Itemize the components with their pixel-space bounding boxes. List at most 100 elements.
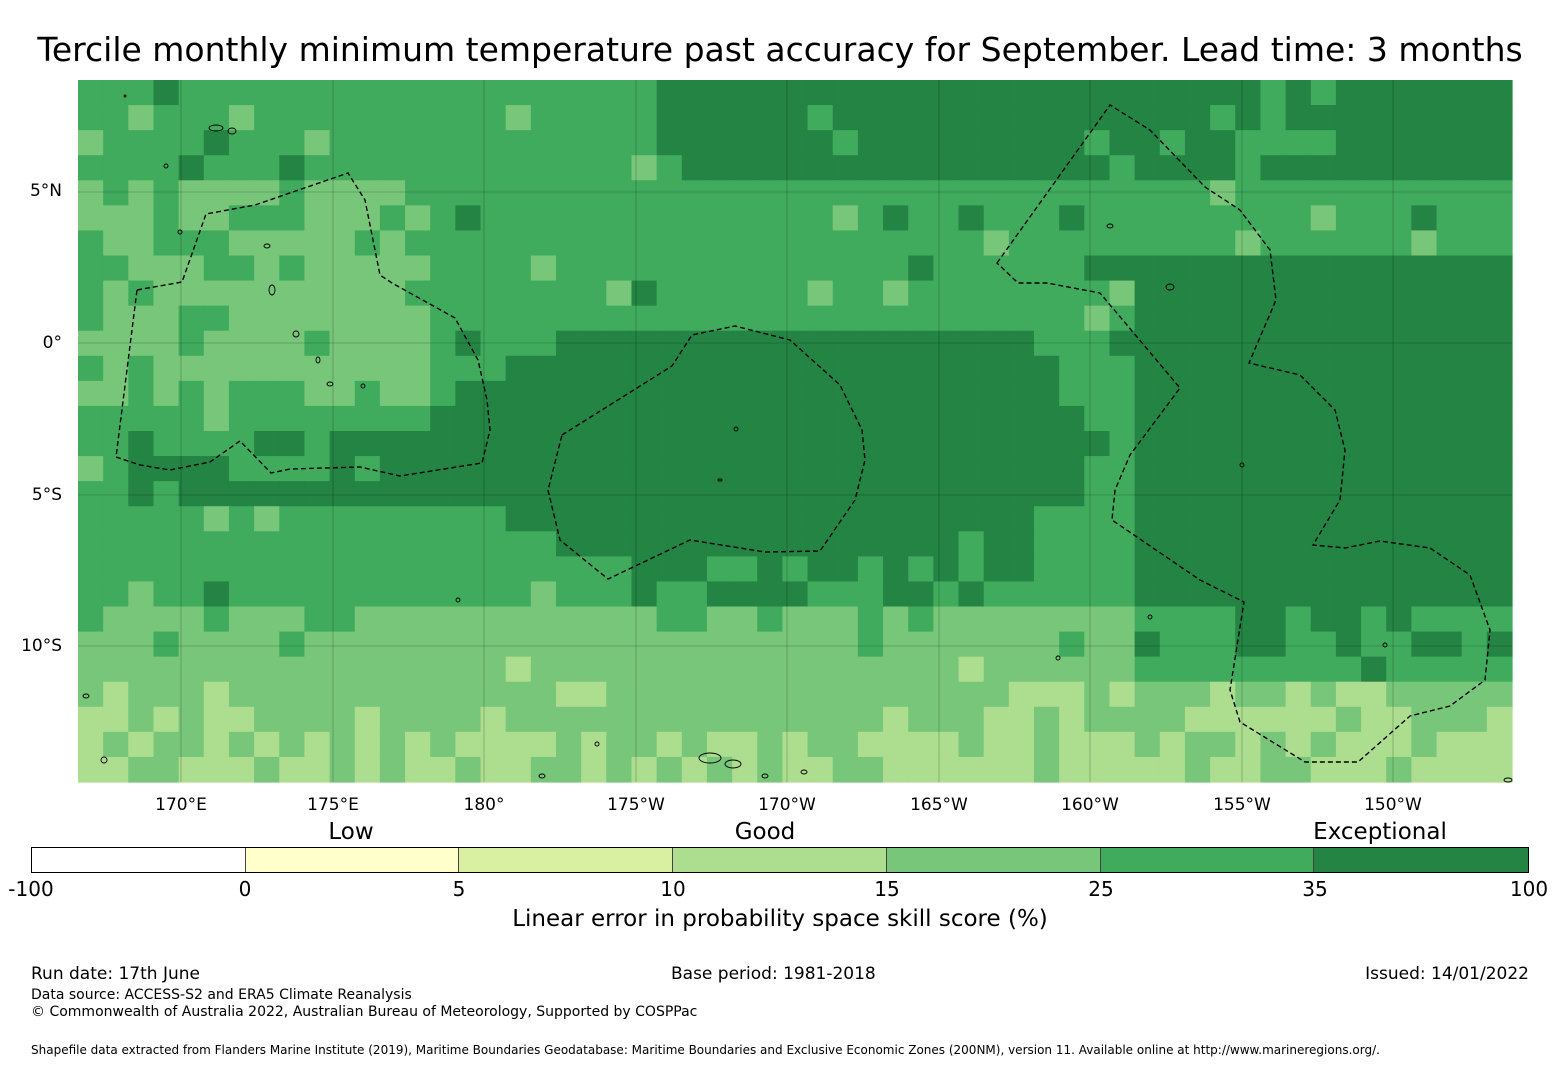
grid-cell xyxy=(958,606,985,633)
grid-cell xyxy=(1184,280,1211,307)
grid-cell xyxy=(706,431,733,457)
grid-cell xyxy=(1411,355,1438,382)
grid-cell xyxy=(782,380,809,407)
grid-cell xyxy=(329,405,356,432)
grid-cell xyxy=(1335,731,1362,758)
grid-cell xyxy=(1486,155,1513,181)
grid-cell xyxy=(379,180,406,206)
grid-cell xyxy=(1008,731,1035,758)
grid-cell xyxy=(606,255,633,282)
grid-cell xyxy=(581,130,607,156)
grid-cell xyxy=(430,681,456,708)
grid-cell xyxy=(1134,456,1161,482)
grid-cell xyxy=(857,481,884,507)
grid-cell xyxy=(228,481,255,507)
grid-cell xyxy=(983,255,1010,282)
grid-cell xyxy=(329,255,356,282)
grid-cell xyxy=(1034,305,1060,332)
grid-cell xyxy=(1260,205,1287,232)
grid-cell xyxy=(1210,756,1236,783)
grid-cell xyxy=(405,581,431,608)
island-outline xyxy=(1382,642,1388,648)
grid-cell xyxy=(178,456,205,482)
island-outline xyxy=(1106,223,1114,229)
grid-cell xyxy=(455,280,482,307)
grid-cell xyxy=(480,130,507,156)
grid-cell xyxy=(153,355,180,382)
grid-cell xyxy=(933,355,960,382)
grid-cell xyxy=(1210,230,1236,257)
grid-cell xyxy=(505,706,532,733)
grid-cell xyxy=(631,130,658,156)
grid-cell xyxy=(379,506,406,532)
grid-cell xyxy=(732,330,758,357)
grid-cell xyxy=(1235,756,1262,783)
grid-cell xyxy=(354,255,381,282)
grid-cell xyxy=(1184,581,1211,608)
grid-cell xyxy=(681,255,708,282)
grid-cell xyxy=(379,556,406,583)
grid-cell xyxy=(908,731,934,758)
grid-cell xyxy=(782,355,809,382)
grid-cell xyxy=(1386,405,1412,432)
grid-cell xyxy=(656,130,683,156)
grid-cell xyxy=(1134,305,1161,332)
grid-cell xyxy=(304,330,331,357)
grid-cell xyxy=(681,205,708,232)
grid-cell xyxy=(178,531,205,557)
grid-cell xyxy=(329,355,356,382)
grid-cell xyxy=(1461,531,1488,557)
grid-cell xyxy=(480,405,507,432)
grid-cell xyxy=(1361,456,1387,482)
grid-cell xyxy=(1411,581,1438,608)
grid-cell xyxy=(1034,456,1060,482)
grid-cell xyxy=(1084,155,1111,181)
grid-cell xyxy=(530,556,557,583)
grid-cell xyxy=(706,681,733,708)
grid-cell xyxy=(329,230,356,257)
grid-cell xyxy=(128,506,155,532)
grid-cell xyxy=(203,280,230,307)
grid-cell xyxy=(1084,706,1111,733)
grid-cell xyxy=(1310,631,1337,658)
grid-cell xyxy=(1361,80,1387,106)
grid-cell xyxy=(1210,531,1236,557)
grid-cell xyxy=(128,230,155,257)
grid-cell xyxy=(1335,205,1362,232)
grid-cell xyxy=(128,706,155,733)
grid-cell xyxy=(1436,731,1463,758)
grid-cell xyxy=(1461,105,1488,131)
grid-cell xyxy=(455,355,482,382)
grid-cell xyxy=(782,305,809,332)
grid-cell xyxy=(681,280,708,307)
grid-cell xyxy=(757,706,784,733)
grid-cell xyxy=(1184,255,1211,282)
grid-cell xyxy=(1109,531,1136,557)
grid-cell xyxy=(883,706,909,733)
grid-cell xyxy=(153,606,180,633)
grid-cell xyxy=(983,606,1010,633)
grid-cell xyxy=(1109,581,1136,608)
grid-cell xyxy=(958,631,985,658)
grid-cell xyxy=(1008,105,1035,131)
grid-cell xyxy=(958,531,985,557)
colorbar-tick: 35 xyxy=(1302,877,1328,901)
grid-cell xyxy=(1084,556,1111,583)
grid-cell xyxy=(1034,656,1060,683)
grid-cell xyxy=(1486,130,1513,156)
grid-cell xyxy=(782,280,809,307)
grid-cell xyxy=(1235,506,1262,532)
grid-cell xyxy=(354,631,381,658)
grid-cell xyxy=(656,405,683,432)
grid-cell xyxy=(455,305,482,332)
grid-cell xyxy=(706,706,733,733)
grid-cell xyxy=(178,205,205,232)
grid-cell xyxy=(1335,80,1362,106)
grid-cell xyxy=(1310,581,1337,608)
grid-cell xyxy=(505,456,532,482)
issued-date: Issued: 14/01/2022 xyxy=(1365,964,1529,984)
grid-cell xyxy=(405,481,431,507)
grid-cell xyxy=(1159,330,1186,357)
grid-cell xyxy=(530,431,557,457)
grid-cell xyxy=(505,581,532,608)
